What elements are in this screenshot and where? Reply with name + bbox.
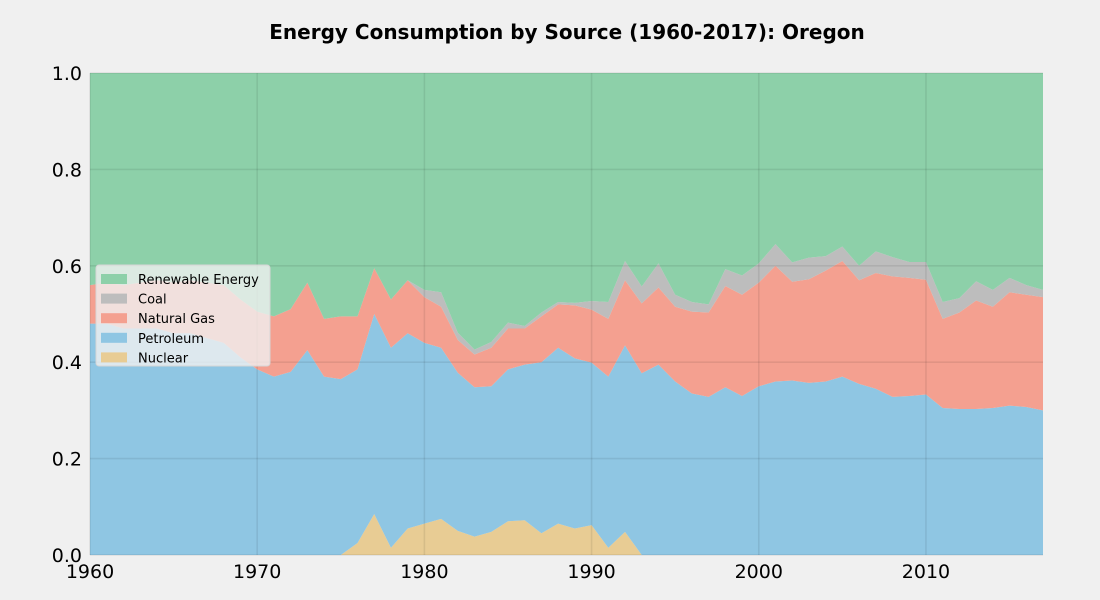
x-axis-ticks: 1960 1970 1980 1990 2000 2010 <box>66 561 950 583</box>
legend-item-renewable-energy: Renewable Energy <box>101 273 259 288</box>
x-tick-label: 1960 <box>66 561 114 583</box>
area-nuclear <box>90 514 1043 555</box>
x-tick-label: 1970 <box>233 561 281 583</box>
x-tick-label: 1990 <box>567 561 615 583</box>
y-tick-label: 1.0 <box>52 63 82 85</box>
legend-swatch <box>101 352 127 363</box>
y-tick-label: 0.6 <box>52 256 82 278</box>
x-tick-label: 2000 <box>735 561 783 583</box>
legend-item-petroleum: Petroleum <box>101 332 204 347</box>
legend-item-natural-gas: Natural Gas <box>101 312 215 327</box>
legend-swatch <box>101 274 127 284</box>
y-tick-label: 0.2 <box>52 449 82 471</box>
area-petroleum <box>90 314 1043 555</box>
y-tick-label: 0.0 <box>52 545 82 567</box>
legend-item-nuclear: Nuclear <box>101 351 189 366</box>
legend-swatch <box>101 332 127 343</box>
legend-item-coal: Coal <box>101 293 167 308</box>
y-tick-label: 0.8 <box>52 159 82 181</box>
area-natural-gas <box>90 260 1043 411</box>
area-coal <box>90 244 1043 355</box>
legend-swatch <box>101 313 127 324</box>
x-tick-label: 1980 <box>400 561 448 583</box>
legend-box <box>95 264 271 367</box>
legend-label: Natural Gas <box>138 312 215 327</box>
y-axis-ticks: 0.0 0.2 0.4 0.6 0.8 1.0 <box>52 63 82 567</box>
legend-swatch <box>101 293 127 304</box>
area-renewable-energy <box>90 73 1043 350</box>
legend-label: Petroleum <box>138 332 204 347</box>
legend-label: Nuclear <box>138 351 189 366</box>
chart-title: Energy Consumption by Source (1960-2017)… <box>269 20 865 44</box>
legend: Renewable Energy Coal Natural Gas Petroleum… <box>95 264 271 367</box>
legend-label: Renewable Energy <box>138 273 259 288</box>
y-tick-label: 0.4 <box>52 352 82 374</box>
x-tick-label: 2010 <box>902 561 950 583</box>
legend-label: Coal <box>138 293 167 308</box>
plot-areas <box>90 73 1043 555</box>
